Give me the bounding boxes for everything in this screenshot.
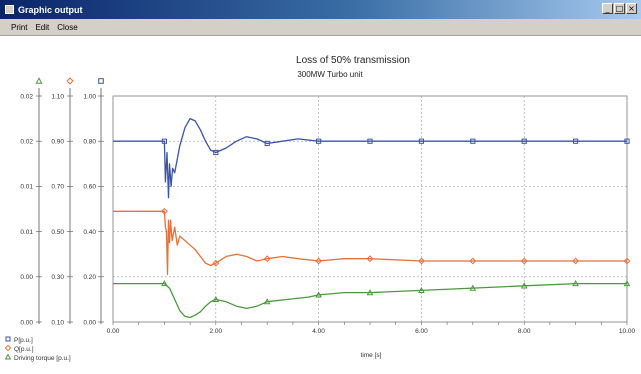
data-point: [521, 138, 527, 144]
legend-marker: [5, 336, 11, 342]
data-point: [469, 284, 477, 291]
data-point: [161, 280, 168, 287]
plot-area: Loss of 50% transmission 300MW Turbo uni…: [0, 36, 641, 374]
data-point: [213, 149, 219, 156]
x-tick-label: 4.00: [312, 328, 325, 335]
x-tick-label: 10.00: [619, 328, 636, 335]
data-point: [417, 257, 425, 265]
data-point: [623, 280, 631, 287]
x-tick-label: 8.00: [518, 328, 531, 335]
legend-label-q: Q[p.u.]: [14, 346, 34, 353]
data-point: [520, 282, 528, 289]
y-tick-label: 0.01: [20, 229, 33, 236]
y-axis-marker: [66, 77, 74, 85]
legend-marker: [4, 353, 12, 360]
chart-subtitle: 300MW Turbo unit: [297, 70, 363, 79]
data-point: [520, 257, 528, 265]
legend-label-p: P[p.u.]: [14, 337, 33, 344]
series-line: [113, 210, 627, 276]
chart-title: Loss of 50% transmission: [296, 55, 410, 66]
y-tick-label: 0.90: [51, 139, 64, 146]
data-point: [624, 138, 630, 144]
data-point: [212, 259, 220, 267]
menu-edit[interactable]: Edit: [35, 22, 50, 32]
data-point: [572, 257, 580, 265]
data-point: [470, 138, 476, 144]
y-tick-label: 0.10: [51, 319, 64, 326]
data-point: [263, 255, 271, 263]
data-point: [418, 138, 424, 144]
maximize-button[interactable]: □: [614, 3, 625, 14]
y-tick-label: 0.01: [20, 184, 33, 191]
data-point: [366, 255, 374, 263]
y-tick-label: 0.70: [51, 184, 64, 191]
series-line: [113, 282, 627, 319]
line-chart: Loss of 50% transmission 300MW Turbo uni…: [4, 55, 636, 362]
legend-label-torque: Driving torque [p.u.]: [14, 355, 71, 362]
y-tick-label: 0.80: [83, 139, 96, 146]
data-point: [315, 257, 323, 265]
series-line: [113, 117, 627, 199]
y-tick-label: 0.50: [51, 229, 64, 236]
window-controls: _ □ ×: [602, 3, 637, 14]
minimize-button[interactable]: _: [602, 3, 613, 14]
app-icon: [5, 5, 14, 14]
data-point: [160, 207, 168, 215]
data-point: [161, 138, 168, 144]
data-point: [572, 280, 579, 287]
y-tick-label: 0.00: [20, 319, 33, 326]
y-tick-label: 1.00: [83, 93, 96, 100]
data-point: [623, 257, 631, 265]
x-tick-label: 0.00: [107, 328, 120, 335]
y-tick-label: 0.40: [83, 229, 96, 236]
y-tick-label: 0.00: [83, 319, 96, 326]
data-point: [315, 291, 322, 298]
plot-frame: [112, 95, 628, 323]
data-point: [366, 289, 374, 296]
data-point: [418, 286, 425, 293]
menu-bar: Print Edit Close: [0, 19, 641, 36]
title-bar[interactable]: Graphic output _ □ ×: [0, 0, 641, 19]
y-tick-label: 0.02: [20, 93, 33, 100]
x-tick-label: 6.00: [415, 328, 428, 335]
y-axis-marker: [35, 77, 43, 84]
menu-close[interactable]: Close: [57, 22, 78, 32]
data-point: [573, 138, 579, 144]
x-axis-title: time [s]: [361, 352, 382, 359]
y-tick-label: 0.60: [83, 184, 96, 191]
data-point: [469, 257, 477, 265]
y-tick-label: 0.30: [51, 274, 64, 281]
data-point: [212, 295, 220, 302]
menu-print[interactable]: Print: [11, 22, 28, 32]
y-tick-label: 0.20: [83, 274, 96, 281]
data-point: [316, 138, 322, 144]
data-point: [264, 140, 270, 147]
window-title: Graphic output: [18, 4, 83, 15]
data-point: [367, 138, 373, 144]
y-axis-marker: [98, 78, 104, 84]
legend-marker: [4, 344, 12, 352]
y-tick-label: 0.00: [20, 274, 33, 281]
x-tick-label: 2.00: [209, 328, 222, 335]
y-tick-label: 1.10: [51, 93, 64, 100]
data-point: [263, 298, 271, 305]
y-tick-label: 0.02: [20, 139, 33, 146]
close-window-button[interactable]: ×: [626, 3, 637, 14]
